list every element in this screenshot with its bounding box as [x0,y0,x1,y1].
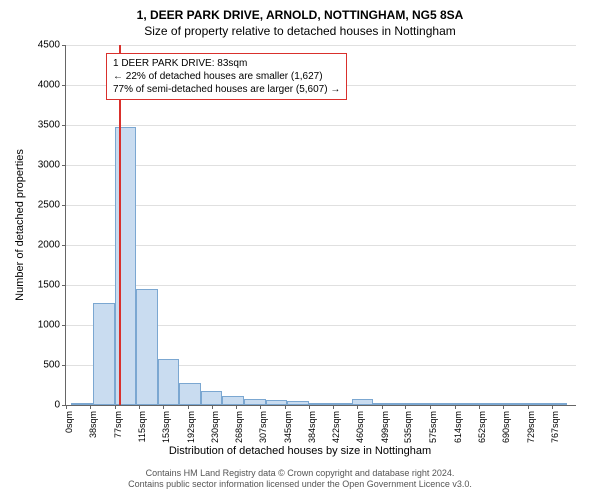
x-tick-label: 614sqm [453,411,463,443]
title-main: 1, DEER PARK DRIVE, ARNOLD, NOTTINGHAM, … [0,0,600,22]
x-tick-label: 192sqm [186,411,196,443]
grid-line [66,205,576,206]
histogram-bar [373,403,395,405]
histogram-bar [244,399,266,405]
histogram-bar [481,403,503,405]
x-tick-mark [552,405,553,409]
x-tick-label: 499sqm [380,411,390,443]
histogram-bar [416,403,438,405]
histogram-bar [546,403,568,405]
footer-line-1: Contains HM Land Registry data © Crown c… [0,468,600,479]
x-tick-mark [333,405,334,409]
x-tick-mark [236,405,237,409]
y-axis-label: Number of detached properties [14,149,26,301]
histogram-bar [309,403,331,405]
chart-plot-area: 1 DEER PARK DRIVE: 83sqm ← 22% of detach… [65,45,576,406]
y-tick-label: 4000 [38,80,60,91]
y-tick-label: 4500 [38,40,60,51]
x-tick-label: 38sqm [88,411,98,438]
histogram-bar [136,289,158,405]
footer-attribution: Contains HM Land Registry data © Crown c… [0,468,600,490]
x-tick-mark [90,405,91,409]
x-tick-label: 345sqm [283,411,293,443]
histogram-bar [438,403,460,405]
x-tick-mark [163,405,164,409]
y-tick-label: 2500 [38,200,60,211]
x-tick-label: 729sqm [526,411,536,443]
grid-line [66,285,576,286]
x-tick-mark [139,405,140,409]
grid-line [66,165,576,166]
x-tick-mark [212,405,213,409]
y-tick-label: 1000 [38,320,60,331]
x-tick-mark [528,405,529,409]
x-tick-mark [188,405,189,409]
info-line-1: 1 DEER PARK DRIVE: 83sqm [113,57,340,70]
info-line-2: ← 22% of detached houses are smaller (1,… [113,70,340,83]
x-tick-label: 115sqm [137,411,147,442]
y-tick-label: 3000 [38,160,60,171]
x-tick-mark [430,405,431,409]
histogram-bar [93,303,115,405]
x-tick-label: 422sqm [331,411,341,443]
x-axis-label: Distribution of detached houses by size … [0,445,600,457]
chart-container: 1, DEER PARK DRIVE, ARNOLD, NOTTINGHAM, … [0,0,600,500]
histogram-bar [459,403,481,405]
x-tick-label: 690sqm [501,411,511,443]
x-tick-label: 230sqm [210,411,220,443]
info-line-3: 77% of semi-detached houses are larger (… [113,83,340,96]
histogram-bar [222,396,244,405]
x-tick-mark [405,405,406,409]
x-tick-label: 384sqm [307,411,317,443]
x-tick-mark [357,405,358,409]
footer-line-2: Contains public sector information licen… [0,479,600,490]
x-tick-label: 460sqm [355,411,365,443]
histogram-bar [158,359,180,405]
x-tick-mark [115,405,116,409]
histogram-bar [503,403,525,405]
x-tick-label: 652sqm [477,411,487,443]
x-tick-label: 0sqm [64,411,74,433]
histogram-bar [524,403,546,405]
x-tick-mark [66,405,67,409]
x-tick-mark [260,405,261,409]
x-tick-label: 77sqm [113,411,123,438]
x-tick-label: 307sqm [258,411,268,443]
grid-line [66,245,576,246]
grid-line [66,45,576,46]
x-tick-label: 575sqm [428,411,438,443]
info-annotation-box: 1 DEER PARK DRIVE: 83sqm ← 22% of detach… [106,53,347,100]
y-tick-label: 1500 [38,280,60,291]
histogram-bar [287,401,309,405]
histogram-bar [330,403,352,405]
histogram-bar [352,399,374,405]
y-tick-label: 2000 [38,240,60,251]
x-tick-label: 767sqm [550,411,560,443]
grid-line [66,125,576,126]
x-tick-mark [285,405,286,409]
histogram-bar [71,403,93,405]
x-tick-mark [382,405,383,409]
y-tick-label: 500 [43,360,60,371]
x-tick-label: 268sqm [234,411,244,443]
x-tick-mark [479,405,480,409]
x-tick-mark [309,405,310,409]
title-sub: Size of property relative to detached ho… [0,22,600,42]
y-tick-label: 3500 [38,120,60,131]
y-tick-label: 0 [54,400,60,411]
x-tick-mark [503,405,504,409]
x-tick-mark [455,405,456,409]
histogram-bar [179,383,201,405]
histogram-bar [395,403,417,405]
histogram-bar [266,400,288,405]
x-tick-label: 535sqm [403,411,413,443]
histogram-bar [201,391,223,405]
x-tick-label: 153sqm [161,411,171,443]
